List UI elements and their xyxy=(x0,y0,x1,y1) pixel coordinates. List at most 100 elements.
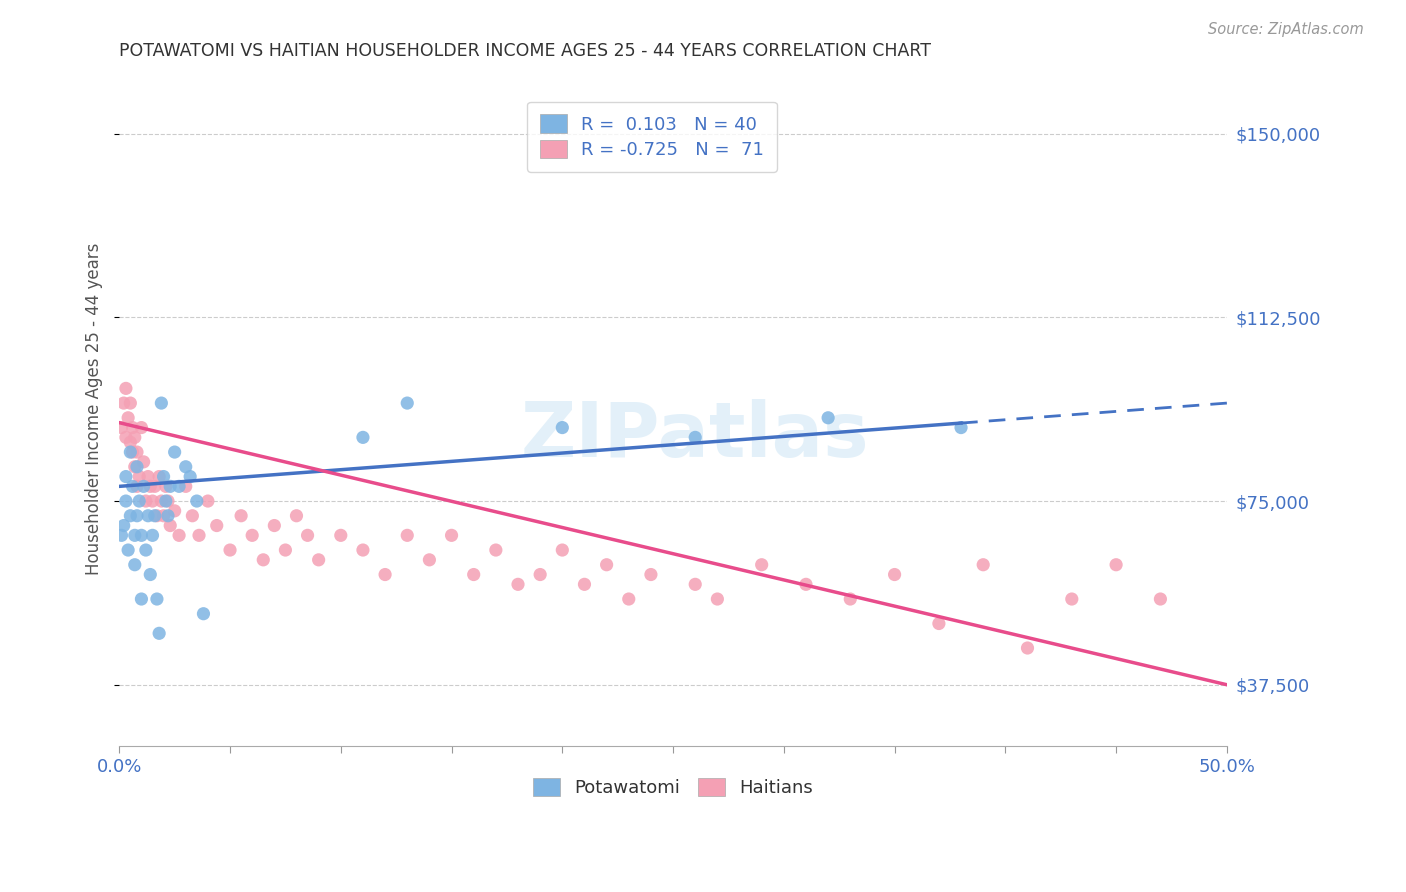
Y-axis label: Householder Income Ages 25 - 44 years: Householder Income Ages 25 - 44 years xyxy=(86,243,103,575)
Point xyxy=(529,567,551,582)
Point xyxy=(285,508,308,523)
Point xyxy=(883,567,905,582)
Text: Source: ZipAtlas.com: Source: ZipAtlas.com xyxy=(1208,22,1364,37)
Point xyxy=(141,494,163,508)
Point xyxy=(186,494,208,508)
Point xyxy=(308,553,330,567)
Point xyxy=(125,479,148,493)
Point xyxy=(297,528,319,542)
Point xyxy=(167,479,190,493)
Point xyxy=(794,577,817,591)
Point xyxy=(121,420,143,434)
Point xyxy=(156,508,179,523)
Point xyxy=(163,504,186,518)
Point xyxy=(1060,592,1083,607)
Text: ZIPatlas: ZIPatlas xyxy=(520,399,869,473)
Point xyxy=(574,577,596,591)
Point xyxy=(115,381,138,395)
Point xyxy=(115,494,138,508)
Point xyxy=(263,518,285,533)
Point xyxy=(155,479,177,493)
Point xyxy=(132,479,155,493)
Point xyxy=(396,396,419,410)
Point xyxy=(274,543,297,558)
Point xyxy=(928,616,950,631)
Point xyxy=(110,420,132,434)
Point xyxy=(205,518,228,533)
Point xyxy=(121,445,143,459)
Point xyxy=(179,469,201,483)
Point xyxy=(374,567,396,582)
Point xyxy=(167,528,190,542)
Point xyxy=(252,553,274,567)
Point xyxy=(352,543,374,558)
Point xyxy=(181,508,204,523)
Point xyxy=(706,592,728,607)
Point xyxy=(125,445,148,459)
Point xyxy=(148,626,170,640)
Point xyxy=(751,558,773,572)
Point xyxy=(141,528,163,542)
Point xyxy=(146,592,169,607)
Point xyxy=(146,508,169,523)
Point xyxy=(124,528,146,542)
Point xyxy=(159,518,181,533)
Point xyxy=(135,543,157,558)
Point xyxy=(143,508,166,523)
Point xyxy=(150,494,173,508)
Point xyxy=(683,577,706,591)
Point xyxy=(136,469,159,483)
Point xyxy=(120,445,142,459)
Point xyxy=(155,494,177,508)
Point xyxy=(128,469,150,483)
Point xyxy=(120,508,142,523)
Point xyxy=(131,592,153,607)
Point xyxy=(112,396,135,410)
Point xyxy=(174,479,197,493)
Point xyxy=(551,543,574,558)
Point xyxy=(156,494,179,508)
Point xyxy=(139,567,162,582)
Point xyxy=(150,396,173,410)
Point xyxy=(112,518,135,533)
Point xyxy=(139,479,162,493)
Point xyxy=(352,430,374,444)
Point xyxy=(115,469,138,483)
Point xyxy=(152,469,174,483)
Point xyxy=(485,543,508,558)
Point xyxy=(120,396,142,410)
Point xyxy=(240,528,263,542)
Point xyxy=(1149,592,1171,607)
Point xyxy=(1017,640,1039,655)
Point xyxy=(972,558,994,572)
Point xyxy=(683,430,706,444)
Point xyxy=(131,420,153,434)
Point xyxy=(131,528,153,542)
Point xyxy=(197,494,219,508)
Point xyxy=(640,567,662,582)
Point xyxy=(440,528,463,542)
Point xyxy=(128,494,150,508)
Point xyxy=(136,508,159,523)
Point xyxy=(143,479,166,493)
Point xyxy=(163,445,186,459)
Legend: Potawatomi, Haitians: Potawatomi, Haitians xyxy=(526,771,821,805)
Point xyxy=(117,410,139,425)
Point xyxy=(418,553,440,567)
Point xyxy=(124,459,146,474)
Point xyxy=(839,592,862,607)
Point xyxy=(132,455,155,469)
Point xyxy=(551,420,574,434)
Point xyxy=(1105,558,1128,572)
Point xyxy=(817,410,839,425)
Point xyxy=(125,459,148,474)
Point xyxy=(121,479,143,493)
Point xyxy=(125,508,148,523)
Point xyxy=(159,479,181,493)
Point xyxy=(117,543,139,558)
Point xyxy=(219,543,242,558)
Point xyxy=(152,508,174,523)
Point xyxy=(148,469,170,483)
Point xyxy=(329,528,352,542)
Point xyxy=(110,528,132,542)
